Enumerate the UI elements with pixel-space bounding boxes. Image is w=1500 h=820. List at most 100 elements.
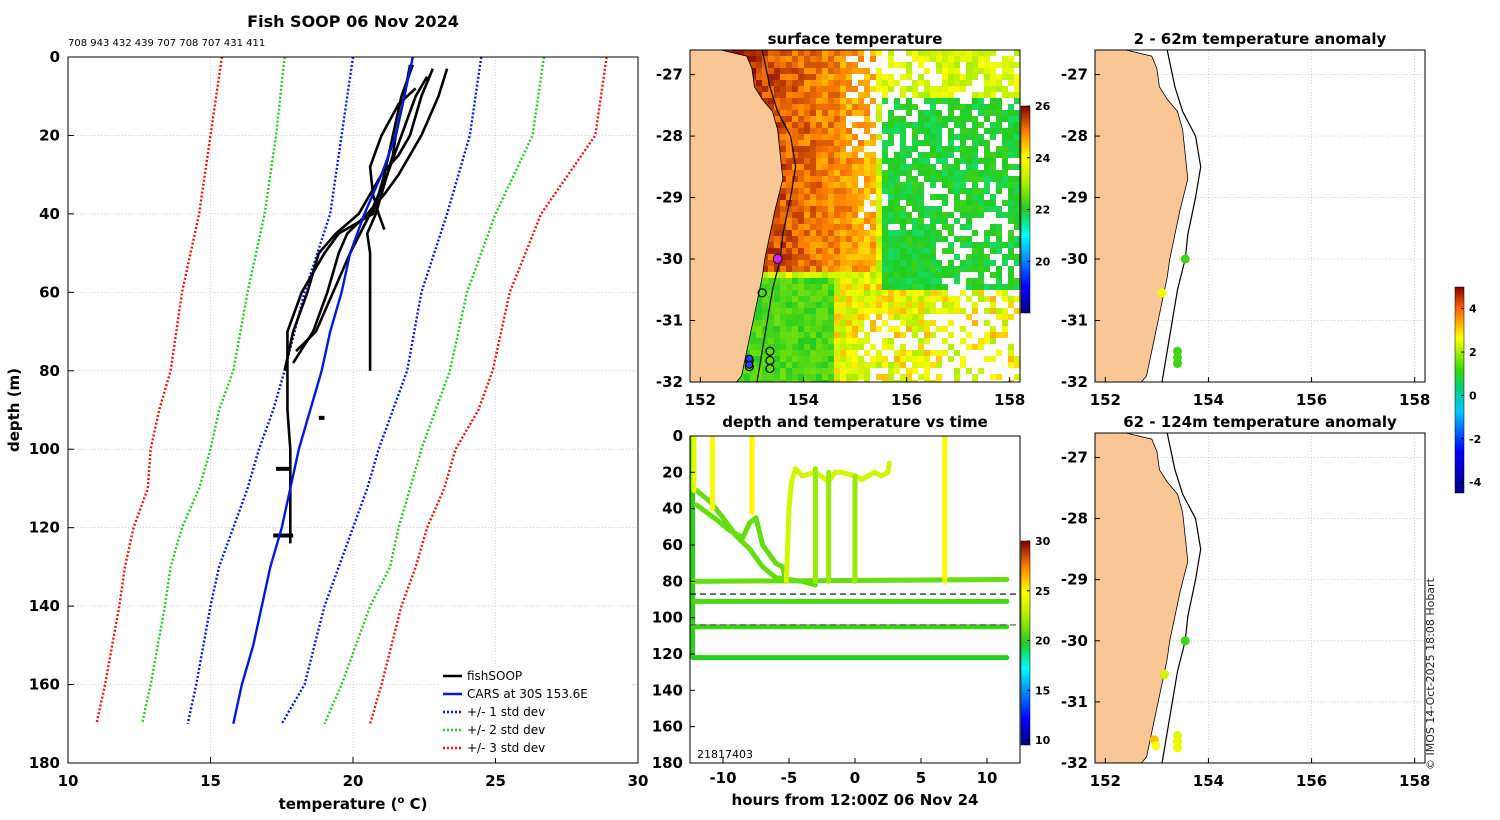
sst-pixel <box>912 290 918 296</box>
sst-pixel <box>894 62 900 68</box>
sst-pixel <box>816 236 822 242</box>
sst-pixel <box>822 92 828 98</box>
sst-pixel <box>852 110 858 116</box>
sst-pixel <box>894 356 900 362</box>
land <box>690 50 784 382</box>
sst-pixel <box>804 332 810 338</box>
sst-pixel <box>978 104 984 110</box>
sst-pixel <box>888 296 894 302</box>
sst-pixel <box>786 290 792 296</box>
sst-pixel <box>828 158 834 164</box>
sst-pixel <box>984 56 990 62</box>
sst-pixel <box>906 236 912 242</box>
sst-pixel <box>828 194 834 200</box>
sst-pixel <box>1014 212 1020 218</box>
sst-pixel <box>780 110 786 116</box>
sst-pixel <box>900 302 906 308</box>
sst-pixel <box>798 344 804 350</box>
sst-pixel <box>768 242 774 248</box>
anomaly-point <box>1157 288 1167 298</box>
sst-pixel <box>990 164 996 170</box>
sst-pixel <box>864 158 870 164</box>
map-xtick-label: 154 <box>788 391 819 409</box>
sst-pixel <box>834 284 840 290</box>
sst-pixel <box>804 290 810 296</box>
sst-pixel <box>942 176 948 182</box>
sst-pixel <box>930 140 936 146</box>
sst-pixel <box>774 50 780 56</box>
std-dev-line <box>280 57 483 725</box>
sst-pixel <box>858 164 864 170</box>
sst-pixel <box>852 218 858 224</box>
sst-pixel <box>906 68 912 74</box>
fishsoop-profile <box>295 75 429 353</box>
sst-pixel <box>804 164 810 170</box>
sst-pixel <box>954 134 960 140</box>
sst-pixel <box>792 368 798 374</box>
sst-pixel <box>852 290 858 296</box>
map-ytick-label: -28 <box>1061 510 1088 528</box>
sst-panel: surface temperature 152 154 156 158-27-28-2… <box>656 30 1051 409</box>
sst-pixel <box>954 380 960 382</box>
sst-pixel <box>948 80 954 86</box>
sst-pixel <box>882 362 888 368</box>
sst-pixel <box>840 284 846 290</box>
sst-pixel <box>918 326 924 332</box>
sst-pixel <box>1014 116 1020 122</box>
sst-pixel <box>954 146 960 152</box>
sst-pixel <box>948 62 954 68</box>
sst-pixel <box>948 266 954 272</box>
sst-pixel <box>954 182 960 188</box>
sst-pixel <box>750 68 756 74</box>
profile-ytick-label: 60 <box>39 283 60 301</box>
sst-pixel <box>894 104 900 110</box>
sst-pixel <box>870 140 876 146</box>
sst-pixel <box>906 194 912 200</box>
map-xtick-label: 156 <box>891 391 922 409</box>
sst-pixel <box>756 356 762 362</box>
sst-pixel <box>798 374 804 380</box>
sst-pixel <box>906 272 912 278</box>
sst-pixel <box>960 182 966 188</box>
sst-pixel <box>822 260 828 266</box>
sst-pixel <box>894 188 900 194</box>
sst-pixel <box>768 332 774 338</box>
sst-pixel <box>744 374 750 380</box>
sst-pixel <box>1014 74 1020 80</box>
sst-pixel <box>798 212 804 218</box>
map-ytick-label: -27 <box>1061 448 1088 466</box>
sst-pixel <box>1014 260 1020 266</box>
sst-pixel <box>846 290 852 296</box>
sst-pixel <box>822 212 828 218</box>
sst-pixel <box>972 212 978 218</box>
sst-pixel <box>840 98 846 104</box>
anomaly-colorbar <box>1454 286 1465 494</box>
sst-pixel <box>978 260 984 266</box>
sst-pixel <box>816 218 822 224</box>
sst-pixel <box>888 74 894 80</box>
sst-pixel <box>948 74 954 80</box>
sst-pixel <box>792 56 798 62</box>
sst-pixel <box>924 98 930 104</box>
sst-pixel <box>792 230 798 236</box>
sst-pixel <box>744 368 750 374</box>
sst-pixel <box>816 182 822 188</box>
sst-pixel <box>912 254 918 260</box>
sst-pixel <box>894 98 900 104</box>
sst-pixel <box>876 218 882 224</box>
sst-pixel <box>846 218 852 224</box>
sst-pixel <box>966 68 972 74</box>
sst-pixel <box>930 218 936 224</box>
sst-pixel <box>996 284 1002 290</box>
sst-pixel <box>846 362 852 368</box>
sst-pixel <box>900 230 906 236</box>
sst-pixel <box>768 350 774 356</box>
sst-pixel <box>786 272 792 278</box>
sst-pixel <box>948 320 954 326</box>
sst-pixel <box>888 128 894 134</box>
sst-pixel <box>942 158 948 164</box>
sst-pixel <box>960 56 966 62</box>
sst-pixel <box>900 62 906 68</box>
sst-pixel <box>828 218 834 224</box>
sst-pixel <box>978 248 984 254</box>
